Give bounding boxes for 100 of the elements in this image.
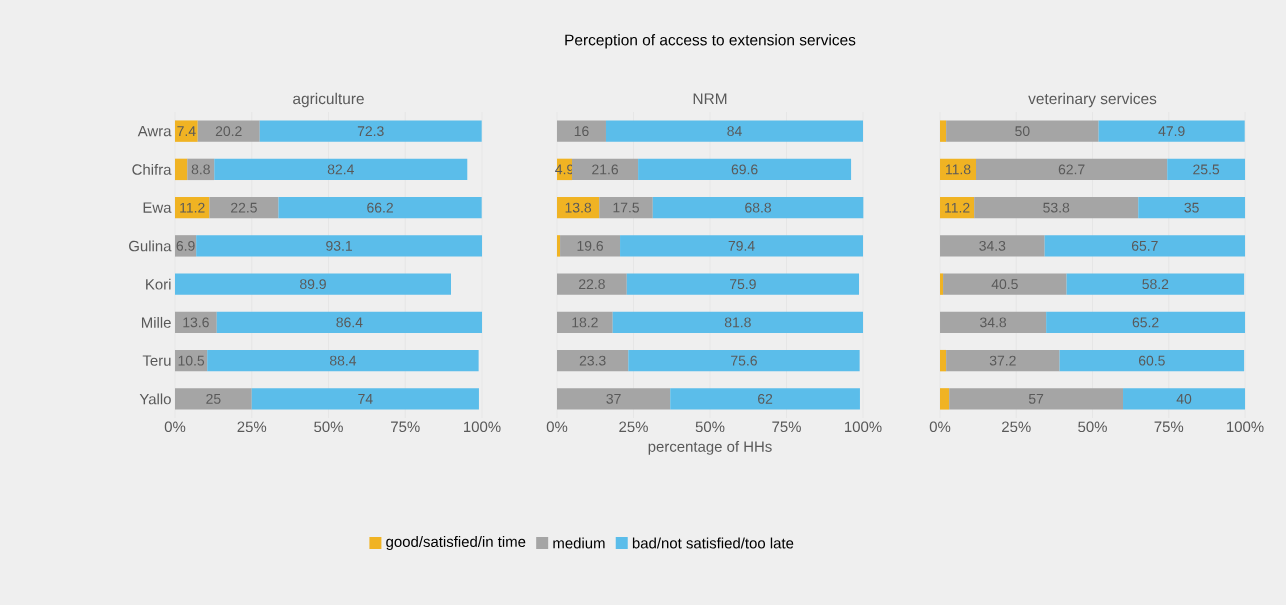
data-label: 58.2 — [1142, 279, 1169, 290]
bar — [605, 120, 864, 142]
bar — [976, 158, 1168, 181]
bar — [216, 311, 483, 334]
bar — [572, 158, 639, 181]
data-label: 65.7 — [1131, 240, 1158, 251]
x-tick-label: 25% — [619, 421, 648, 433]
bar — [175, 120, 198, 142]
bar — [207, 349, 479, 372]
data-label: 84 — [727, 126, 742, 137]
data-label: 88.4 — [329, 355, 357, 366]
bar — [197, 120, 260, 142]
data-label: 68.8 — [745, 202, 772, 213]
bar — [278, 196, 482, 219]
data-label: 23.3 — [579, 355, 606, 366]
bar — [560, 235, 621, 257]
data-label: 11.8 — [946, 164, 971, 175]
bar — [175, 158, 188, 181]
bar — [946, 120, 1099, 142]
bar — [557, 273, 627, 295]
bar — [214, 158, 468, 181]
bar — [1046, 311, 1246, 334]
data-label: 72.3 — [357, 126, 384, 137]
x-tick-label: 75% — [391, 421, 420, 433]
bar — [612, 311, 864, 334]
data-label: 11.2 — [180, 202, 205, 213]
bar — [196, 235, 483, 257]
x-tick-label: 25% — [237, 421, 267, 433]
chart-title: agriculture — [293, 92, 364, 108]
data-label: 53.8 — [1043, 202, 1070, 213]
x-tick-label: 100% — [1227, 421, 1264, 433]
y-tick-label: Yallo — [139, 393, 171, 405]
x-tick-label: 50% — [1078, 421, 1107, 433]
data-label: 16 — [574, 126, 589, 137]
data-label: 40.5 — [991, 279, 1018, 290]
bar — [940, 235, 1045, 257]
data-label: 57 — [1028, 394, 1044, 404]
bar — [626, 273, 860, 295]
data-label: 21.6 — [592, 164, 618, 175]
data-label: 22.5 — [231, 202, 257, 213]
x-axis-title: percentage of HHs — [648, 440, 772, 455]
bar — [557, 388, 671, 410]
bar — [251, 388, 479, 410]
bar — [557, 235, 561, 257]
y-tick-label: Chifra — [132, 163, 172, 175]
bar — [628, 349, 860, 372]
x-tick-label: 100% — [845, 421, 882, 433]
bar — [940, 388, 950, 410]
bar — [1098, 120, 1245, 142]
data-label: 13.8 — [565, 202, 592, 213]
bar — [946, 349, 1060, 372]
data-label: 18.2 — [572, 317, 598, 328]
bar — [209, 196, 279, 219]
bar — [670, 388, 860, 410]
x-tick-label: 75% — [1154, 421, 1184, 433]
bar — [557, 311, 613, 334]
data-label: 50 — [1015, 126, 1030, 137]
data-label: 10.5 — [178, 355, 205, 366]
data-label: 40 — [1176, 393, 1192, 404]
data-label: 79.4 — [728, 240, 755, 251]
y-tick-label: Gulina — [129, 240, 172, 252]
bar — [175, 388, 252, 410]
data-label: 66.2 — [367, 202, 393, 213]
bar — [638, 158, 852, 181]
data-label: 8.8 — [191, 164, 210, 175]
data-label: 17.5 — [613, 202, 639, 213]
data-label: 69.6 — [731, 164, 758, 175]
bar — [557, 349, 629, 372]
x-tick-label: 0% — [546, 421, 568, 433]
y-tick-label: Kori — [146, 278, 171, 290]
bar — [557, 196, 600, 219]
data-label: 19.6 — [577, 240, 604, 251]
bar — [1066, 273, 1245, 295]
bar — [259, 120, 482, 142]
data-label: 82.4 — [327, 164, 354, 175]
data-label: 20.2 — [215, 126, 242, 137]
data-label: 37.2 — [989, 355, 1016, 366]
data-label: 22.8 — [579, 279, 605, 290]
chart-subtitle: NRM — [693, 93, 727, 105]
data-label: 74 — [358, 394, 373, 404]
bar — [949, 388, 1124, 410]
legend-label: bad/not satisfied/too late — [632, 537, 794, 549]
legend-label: medium — [553, 537, 605, 549]
data-label: 13.6 — [183, 317, 209, 328]
bar — [175, 311, 217, 334]
bar — [943, 273, 1067, 295]
legend-label: good/satisfied/in time — [386, 536, 526, 550]
bar — [940, 120, 947, 142]
data-label: 25 — [206, 393, 221, 404]
data-label: 25.5 — [1193, 164, 1220, 175]
data-label: 35 — [1184, 202, 1199, 213]
bar — [1167, 158, 1246, 181]
y-tick-label: Mille — [141, 316, 171, 328]
data-label: 62.7 — [1058, 164, 1085, 175]
data-label: 93.1 — [326, 240, 352, 251]
data-label: 37 — [606, 393, 621, 404]
x-tick-label: 0% — [164, 421, 186, 433]
bar — [557, 120, 606, 142]
data-label: 11.2 — [945, 202, 970, 213]
data-label: 60.5 — [1138, 355, 1165, 366]
